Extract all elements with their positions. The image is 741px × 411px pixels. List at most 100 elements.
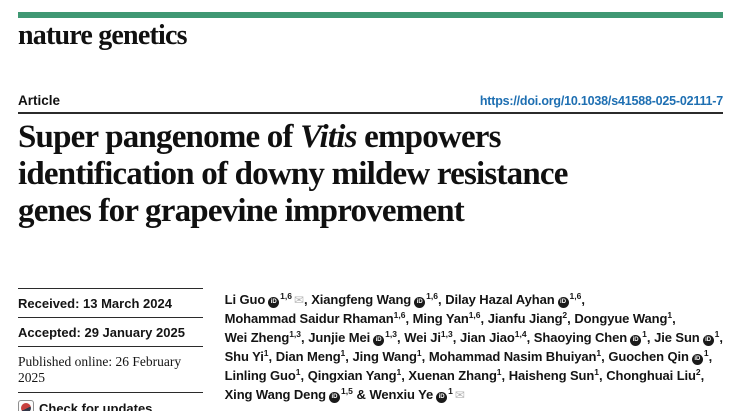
orcid-icon[interactable]: iD [436,392,448,403]
article-type-label: Article [18,93,61,108]
author-separator: , [480,311,488,326]
orcid-icon[interactable]: iD [414,297,426,308]
author-separator: , [405,311,413,326]
affiliation-superscript: 1,3 [385,329,397,339]
author-name: Xiangfeng Wang [311,292,412,307]
orcid-icon[interactable]: iD [373,335,385,346]
author-separator: , [301,330,309,345]
check-for-updates-label: Check for updates [39,400,153,411]
title-segment: genes for grapevine improvement [18,193,465,229]
author-name: Shu Yi [224,349,264,364]
affiliation-superscript: 1 [714,329,720,339]
author-separator: , [672,311,676,326]
orcid-icon[interactable]: iD [268,297,280,308]
header-divider [18,112,723,114]
author-name: Dilay Hazal Ayhan [445,292,555,307]
author-name: Xing Wang Deng [224,387,326,402]
accepted-date: Accepted: 29 January 2025 [18,317,203,346]
affiliation-superscript: 1,3 [289,329,302,339]
author-separator: , [396,330,405,345]
author-name: Jing Wang [352,349,417,364]
author-line: Xing Wang Deng iD1,5 & Wenxiu Ye iD1 ✉ [225,386,723,405]
author-name: Chonghuai Liu [606,368,696,383]
author-separator: , [501,368,509,383]
affiliation-superscript: 1,6 [426,291,438,301]
affiliation-superscript: 1 [396,367,402,377]
author-name: Shaoying Chen [533,330,628,345]
author-name: Wei Zheng [224,330,290,345]
affiliation-superscript: 1 [667,310,673,320]
author-separator: , [401,368,409,383]
author-separator: , [452,330,460,345]
affiliation-superscript: 1 [263,348,269,358]
affiliation-superscript: 2 [562,310,568,320]
author-line: Mohammad Saidur Rhaman1,6, Ming Yan1,6, … [225,310,723,329]
affiliation-superscript: 1 [594,367,599,377]
affiliation-superscript: 1,6 [468,310,481,320]
title-segment: identification of downy mildew resistanc… [18,156,568,192]
author-line: Linling Guo1, Qingxian Yang1, Xuenan Zha… [225,367,723,386]
author-separator: , [646,330,655,345]
orcid-icon[interactable]: iD [329,392,340,403]
title-italic-segment: Vitis [300,119,357,155]
doi-link[interactable]: https://doi.org/10.1038/s41588-025-02111… [479,94,723,108]
author-name: Dian Meng [275,349,341,364]
author-name: Jian Jiao [459,330,515,345]
author-name: Li Guo [224,292,266,307]
author-separator: , [700,368,705,383]
article-header: Article https://doi.org/10.1038/s41588-0… [18,93,723,108]
affiliation-superscript: 1 [448,386,453,396]
author-separator: , [708,349,713,364]
author-separator: , [526,330,534,345]
author-name: Dongyue Wang [574,311,668,326]
author-name: Guochen Qin [608,349,689,364]
author-name: Wei Ji [404,330,441,345]
affiliation-superscript: 1 [295,367,301,377]
author-separator: , [303,292,312,307]
affiliation-superscript: 1,6 [280,291,292,301]
author-line: Wei Zheng1,3, Junjie Mei iD1,3, Wei Ji1,3… [225,329,723,348]
author-name: Mohammad Saidur Rhaman [224,311,394,326]
meta-and-authors: Received: 13 March 2024 Accepted: 29 Jan… [18,288,723,411]
author-separator: , [268,349,276,364]
author-name: Wenxiu Ye [369,387,434,402]
author-name: Linling Guo [224,368,296,383]
brand-color-bar [18,12,723,18]
affiliation-superscript: 1,4 [514,329,527,339]
affiliation-superscript: 1 [596,348,602,358]
affiliation-superscript: 1,3 [440,329,453,339]
author-separator: , [567,311,575,326]
orcid-icon[interactable]: iD [691,354,703,365]
affiliation-superscript: 1 [340,348,346,358]
check-for-updates[interactable]: Check for updates [18,392,203,411]
author-separator: , [421,349,429,364]
affiliation-superscript: 2 [695,367,701,377]
author-separator: , [601,349,609,364]
author-name: Xuenan Zhang [408,368,497,383]
author-separator: , [719,330,723,345]
orcid-icon[interactable]: iD [557,297,569,308]
author-name: Jianfu Jiang [487,311,563,326]
author-separator: , [437,292,446,307]
title-line: Super pangenome of Vitis empowers [18,119,728,156]
author-separator: , [300,368,308,383]
author-list: Li Guo iD1,6 ✉, Xiangfeng Wang iD1,6, Dilay… [225,288,723,405]
email-icon[interactable]: ✉ [454,388,465,402]
received-date: Received: 13 March 2024 [18,288,203,317]
email-icon[interactable]: ✉ [294,293,304,307]
author-name: Haisheng Sun [508,368,595,383]
orcid-icon[interactable]: iD [630,335,642,346]
title-line: identification of downy mildew resistanc… [18,156,728,193]
orcid-icon[interactable]: iD [702,335,714,346]
author-name: Jie Sun [654,330,700,345]
article-history: Received: 13 March 2024 Accepted: 29 Jan… [18,288,203,411]
affiliation-superscript: 1 [416,348,422,358]
affiliation-superscript: 1 [496,367,502,377]
title-line: genes for grapevine improvement [18,193,728,230]
author-separator: , [598,368,607,383]
affiliation-superscript: 1 [703,348,709,358]
affiliation-superscript: 1,6 [393,310,406,320]
affiliation-superscript: 1,5 [341,386,353,396]
affiliation-superscript: 1,6 [569,291,582,301]
